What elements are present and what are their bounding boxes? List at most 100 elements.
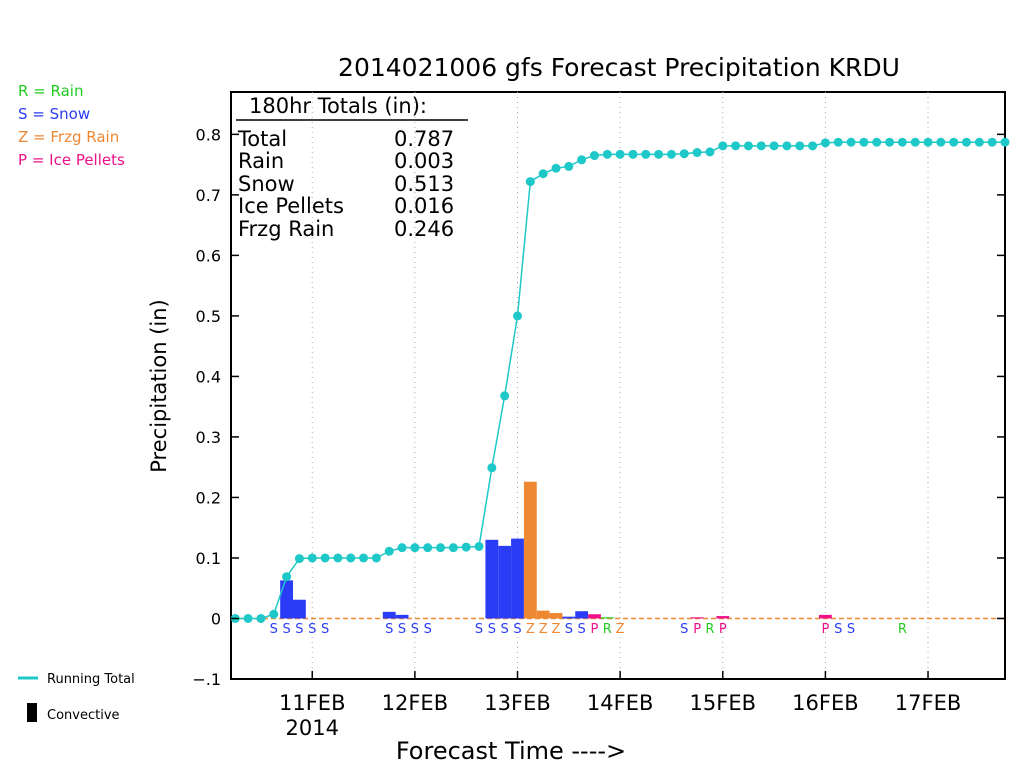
totals-box: 180hr Totals (in): Total 0.787 Rain 0.00… [236,94,468,241]
plot-frame [230,91,1006,680]
y-tick-label: 0.3 [196,428,221,447]
running-total-point [243,613,253,623]
running-total-point [551,163,561,173]
totals-snow-label: Snow [238,172,295,196]
precip-bar [818,614,832,619]
precip-bar [395,614,409,619]
running-total-point [269,609,279,619]
running-total-point [859,137,869,147]
running-total-point [820,138,830,148]
precip-type-marker: P [693,622,701,637]
x-tick-label: 15FEB [690,691,756,715]
running-total-point [782,141,792,151]
x-tick-label: 17FEB [895,691,961,715]
y-tick-label: 0.5 [196,307,221,326]
x-tick-label: 13FEB [484,691,550,715]
precip-bar [511,538,524,619]
x-tick-label: 12FEB [382,691,448,715]
y-tick-label: 0.1 [196,549,221,568]
precip-type-marker: Z [616,622,625,637]
legend-ice-pellets: P = Ice Pellets [18,151,125,169]
precip-bar [588,614,601,619]
running-total-point [628,149,638,159]
precip-bar [293,599,306,619]
precip-type-marker: S [282,622,290,637]
precip-type-marker: S [513,622,521,637]
precip-type-marker: R [898,622,907,637]
legend-frzg-rain: Z = Frzg Rain [18,128,119,146]
x-tick-label: 16FEB [792,691,858,715]
totals-frzg-rain-value: 0.246 [394,217,454,241]
running-total-point [333,553,343,563]
precip-type-marker: R [705,622,714,637]
running-total-point [256,613,266,623]
precip-bar [716,616,730,619]
precip-type-marker: R [603,622,612,637]
running-total-point [743,141,753,151]
precip-type-marker: P [719,622,727,637]
y-tick-label: −.1 [192,670,221,689]
running-total-point [474,541,484,551]
y-axis-ticks: −.1 0 0.1 0.2 0.3 0.4 0.5 0.6 0.7 0.8 [192,125,1005,689]
totals-rain-label: Rain [238,149,284,173]
running-total-point [371,553,381,563]
y-tick-label: 0.6 [196,246,221,265]
running-total-point [923,137,933,147]
precip-bar [498,545,512,619]
y-axis-label: Precipitation (in) [147,299,171,472]
x-tick-label: 14FEB [587,691,653,715]
x-tick-label: 11FEB [279,691,345,715]
precip-type-marker: S [578,622,586,637]
precip-type-marker: S [501,622,509,637]
series-legend: Running Total Convective [18,672,135,723]
precip-bar [382,611,396,619]
running-total-point [589,151,599,161]
chart-title: 2014021006 gfs Forecast Precipitation KR… [338,53,900,82]
precip-type-marker: S [847,622,855,637]
precip-type-marker: S [270,622,278,637]
precip-type-marker: S [398,622,406,637]
y-tick-label: 0.7 [196,186,221,205]
x-axis-label: Forecast Time ----> [396,737,626,765]
legend-snow: S = Snow [18,105,90,123]
running-total-point [718,141,728,151]
precip-type-marker: S [424,622,432,637]
running-total-series [230,137,1010,623]
precip-bar [536,610,550,619]
running-total-point [500,391,510,401]
type-legend: R = Rain S = Snow Z = Frzg Rain P = Ice … [18,82,125,169]
running-total-point [397,543,407,553]
running-total-point [949,137,959,147]
running-total-point [564,161,574,171]
precip-type-marker: S [834,622,842,637]
running-total-point [538,169,548,179]
totals-snow-value: 0.513 [394,172,454,196]
totals-header: 180hr Totals (in): [249,94,427,118]
running-total-point [282,572,292,582]
running-total-point [885,137,895,147]
running-total-point [756,141,766,151]
precip-bar [485,539,499,619]
precip-bar [280,580,294,619]
running-total-point [307,553,317,563]
running-total-point [436,543,446,553]
running-total-point [346,553,356,563]
precip-bar [690,617,704,619]
running-total-point [987,137,997,147]
running-total-point [897,137,907,147]
running-total-point [872,137,882,147]
totals-ice-pellets-label: Ice Pellets [238,194,344,218]
running-total-legend-label: Running Total [47,672,135,687]
running-total-point [487,463,497,473]
running-total-point [654,149,664,159]
y-tick-label: 0 [211,609,221,628]
precip-type-marker: S [565,622,573,637]
running-total-point [384,546,394,556]
precip-bar [600,617,614,619]
totals-total-value: 0.787 [394,127,454,151]
convective-legend-swatch [27,703,37,722]
running-total-point [974,137,984,147]
running-total-point [525,177,535,187]
